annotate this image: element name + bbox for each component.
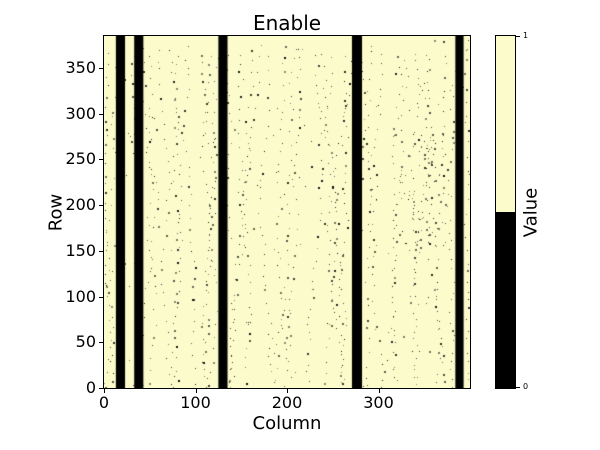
colorbar-segment-one	[496, 36, 515, 212]
colorbar-tick-label-zero: 0	[523, 382, 529, 391]
x-tick-label: 300	[363, 393, 394, 412]
y-tick-mark	[99, 159, 103, 161]
y-tick-label: 50	[75, 332, 96, 352]
chart-title: Enable	[252, 11, 322, 35]
y-tick-mark	[99, 205, 103, 207]
y-tick-label: 0	[85, 378, 96, 397]
y-tick-label: 300	[65, 103, 96, 123]
colorbar-segment-zero	[496, 212, 515, 388]
x-tick-label: 100	[180, 393, 211, 412]
x-tick-label: 200	[271, 393, 303, 412]
colorbar	[495, 35, 516, 389]
y-tick-mark	[99, 342, 103, 344]
y-tick-mark	[99, 113, 103, 115]
y-axis-label: Row	[45, 193, 67, 232]
colorbar-tick-label-one: 1	[523, 31, 529, 40]
y-tick-mark	[99, 68, 103, 69]
x-tick-mark	[378, 389, 380, 393]
y-tick-label: 250	[65, 149, 96, 169]
colorbar-label: Value	[520, 187, 542, 238]
y-tick-mark	[99, 296, 103, 298]
colorbar-tick-top	[516, 36, 520, 37]
x-tick-mark	[287, 389, 288, 393]
heatmap-canvas	[104, 36, 470, 388]
y-tick-mark	[99, 388, 103, 389]
y-tick-label: 150	[65, 240, 96, 260]
y-tick-mark	[99, 250, 103, 252]
heatmap-plot-area	[103, 35, 471, 389]
colorbar-tick-bottom	[516, 387, 520, 388]
x-tick-label: 0	[98, 393, 110, 412]
x-tick-mark	[104, 389, 105, 393]
y-tick-label: 200	[65, 195, 96, 215]
x-axis-label: Column	[252, 413, 322, 434]
x-tick-mark	[195, 389, 197, 393]
y-tick-label: 100	[65, 286, 96, 306]
y-tick-label: 350	[65, 58, 96, 77]
